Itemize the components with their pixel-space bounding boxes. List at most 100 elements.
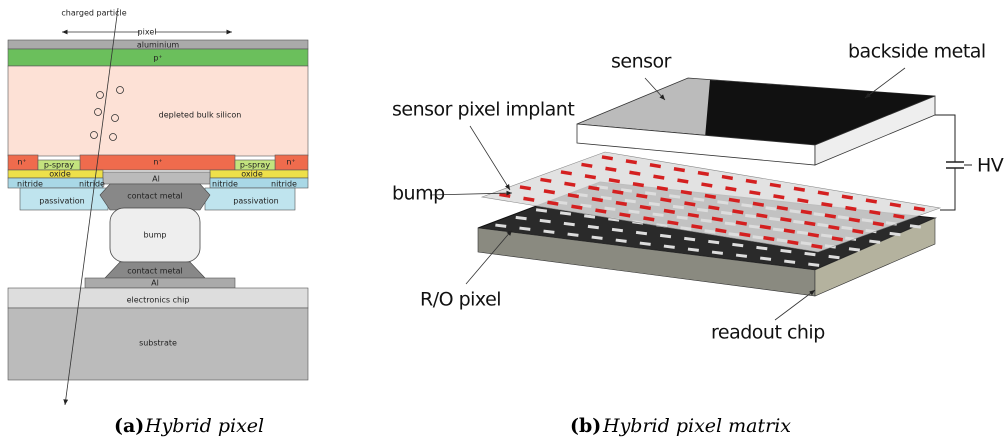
implant	[797, 200, 808, 202]
implant	[592, 199, 603, 201]
readout-pixel	[544, 231, 555, 232]
label: oxide	[49, 170, 71, 179]
implant	[581, 164, 592, 166]
label: HV	[977, 155, 1004, 177]
label: passivation	[233, 197, 279, 206]
page: charged particle pixel aluminium p⁺ depl…	[0, 0, 1006, 448]
implant	[674, 169, 685, 171]
label: nitride	[212, 180, 238, 189]
label: nitride	[271, 180, 297, 189]
implant	[725, 188, 736, 190]
readout-pixel	[495, 225, 506, 226]
implant	[650, 165, 661, 167]
implant	[866, 200, 877, 202]
implant	[763, 238, 774, 240]
captions: (a) Hybrid pixel (b) Hybrid pixel matrix	[114, 415, 791, 437]
readout-pixel	[890, 233, 901, 234]
label: nitride	[17, 180, 43, 189]
implant	[712, 218, 723, 220]
readout-pixel	[588, 226, 599, 227]
implant	[708, 207, 719, 209]
implant	[832, 238, 843, 240]
implant	[657, 188, 668, 190]
implant	[773, 196, 784, 198]
implant	[588, 187, 599, 189]
implant	[825, 215, 836, 217]
implant	[698, 173, 709, 175]
implant	[701, 184, 712, 186]
implant	[780, 219, 791, 221]
implant	[842, 196, 853, 198]
label: Al	[152, 175, 160, 184]
implant	[715, 230, 726, 232]
readout-pixel	[784, 261, 795, 262]
implant	[821, 204, 832, 206]
implant	[636, 195, 647, 197]
implant	[811, 246, 822, 248]
implant	[808, 234, 819, 236]
implant	[561, 172, 572, 174]
label: backside metal	[848, 41, 986, 63]
implant	[794, 188, 805, 190]
implant	[612, 191, 623, 193]
label: bump	[143, 231, 166, 240]
implant	[681, 192, 692, 194]
implant	[770, 184, 781, 186]
readout-pixel	[849, 249, 860, 250]
caption: Hybrid pixel	[144, 415, 264, 437]
label: readout chip	[711, 322, 825, 344]
label: depleted bulk silicon	[159, 111, 242, 120]
implant	[777, 207, 788, 209]
implant	[633, 184, 644, 186]
label: pixel	[138, 28, 157, 37]
implant	[914, 208, 925, 210]
implant	[804, 223, 815, 225]
label: p-spray	[240, 161, 270, 170]
implant	[564, 183, 575, 185]
implant	[890, 204, 901, 206]
readout-pixel	[660, 235, 671, 236]
implant	[540, 179, 551, 181]
readout-pixel	[732, 244, 743, 245]
implant	[626, 161, 637, 163]
implant	[869, 212, 880, 214]
implant	[753, 203, 764, 205]
readout-pixel	[560, 213, 571, 214]
implant	[705, 196, 716, 198]
label: n⁺	[17, 158, 26, 167]
readout-pixel	[636, 232, 647, 233]
implant	[595, 210, 606, 212]
readout-pixel	[564, 223, 575, 224]
label: aluminium	[137, 41, 180, 50]
implant	[746, 181, 757, 183]
implant	[749, 192, 760, 194]
implant	[873, 223, 884, 225]
implant	[609, 180, 620, 182]
readout-pixel	[684, 238, 695, 239]
readout-pixel	[664, 246, 675, 247]
label: nitride	[79, 180, 105, 189]
implant	[787, 242, 798, 244]
readout-pixel	[829, 256, 840, 257]
label: Al	[151, 279, 159, 288]
caption-label: (b)	[570, 415, 601, 437]
implant	[619, 214, 630, 216]
implant	[684, 203, 695, 205]
implant	[664, 211, 675, 213]
label: sensor	[611, 51, 672, 73]
figure: charged particle pixel aluminium p⁺ depl…	[0, 0, 1006, 448]
implant	[640, 207, 651, 209]
readout-pixel	[516, 217, 527, 218]
readout-pixel	[612, 229, 623, 230]
implant	[732, 211, 743, 213]
readout-pixel	[708, 241, 719, 242]
implant	[499, 194, 510, 196]
readout-pixel	[910, 226, 921, 227]
implant	[571, 206, 582, 208]
implant	[677, 180, 688, 182]
implant	[653, 176, 664, 178]
implant	[722, 177, 733, 179]
readout-pixel	[805, 253, 816, 254]
implant	[801, 211, 812, 213]
readout-pixel	[592, 237, 603, 238]
